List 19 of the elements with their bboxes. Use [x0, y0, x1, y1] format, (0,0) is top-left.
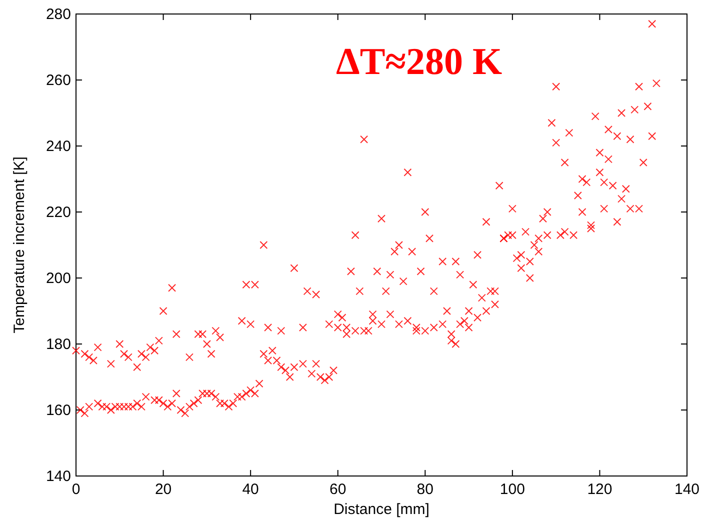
y-tick-label: 280 — [46, 6, 71, 23]
x-tick-label: 60 — [330, 481, 346, 498]
x-tick-label: 40 — [242, 481, 259, 498]
y-axis-title: Temperature increment [K] — [11, 156, 28, 334]
x-tick-label: 0 — [72, 481, 80, 498]
y-tick-label: 240 — [46, 138, 71, 155]
x-tick-label: 140 — [674, 481, 700, 498]
y-tick-label: 260 — [46, 72, 71, 89]
x-tick-label: 120 — [587, 481, 612, 498]
x-tick-label: 100 — [500, 481, 525, 498]
x-tick-label: 20 — [154, 481, 172, 498]
y-tick-label: 140 — [46, 468, 71, 485]
annotation: ΔT≈280 K — [336, 41, 503, 83]
x-axis-title: Distance [mm] — [334, 501, 430, 518]
y-tick-label: 180 — [46, 336, 71, 353]
y-tick-label: 200 — [46, 270, 71, 287]
x-tick-label: 80 — [416, 481, 434, 498]
y-tick-label: 160 — [46, 402, 71, 419]
y-tick-label: 220 — [46, 204, 71, 221]
